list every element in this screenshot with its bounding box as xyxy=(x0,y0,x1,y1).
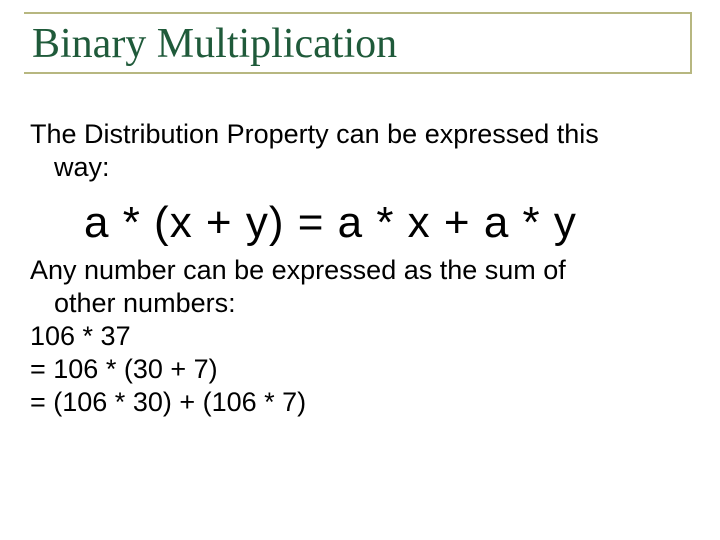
intro-line-2: way: xyxy=(30,152,110,182)
slide-body: The Distribution Property can be express… xyxy=(24,118,684,419)
intro-paragraph: The Distribution Property can be express… xyxy=(30,118,684,184)
intro-line-1: The Distribution Property can be express… xyxy=(30,119,599,149)
title-container: Binary Multiplication xyxy=(24,12,692,74)
example-paragraph: Any number can be expressed as the sum o… xyxy=(30,254,684,419)
example-line-4: = 106 * (30 + 7) xyxy=(30,354,218,384)
example-line-3: 106 * 37 xyxy=(30,321,131,351)
example-line-2: other numbers: xyxy=(30,288,236,318)
distribution-formula: a * (x + y) = a * x + a * y xyxy=(30,198,684,248)
example-line-1: Any number can be expressed as the sum o… xyxy=(30,255,566,285)
slide: Binary Multiplication The Distribution P… xyxy=(0,0,720,540)
example-line-5: = (106 * 30) + (106 * 7) xyxy=(30,387,306,417)
slide-title: Binary Multiplication xyxy=(32,20,690,68)
